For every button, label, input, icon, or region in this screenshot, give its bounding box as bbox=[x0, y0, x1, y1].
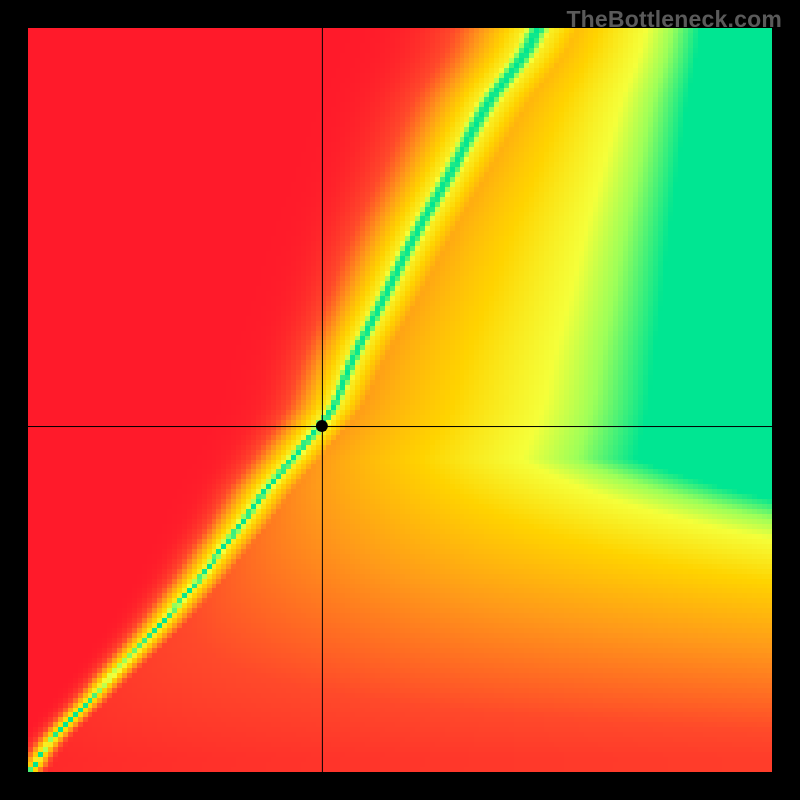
bottleneck-heatmap bbox=[0, 0, 800, 800]
chart-container: TheBottleneck.com bbox=[0, 0, 800, 800]
